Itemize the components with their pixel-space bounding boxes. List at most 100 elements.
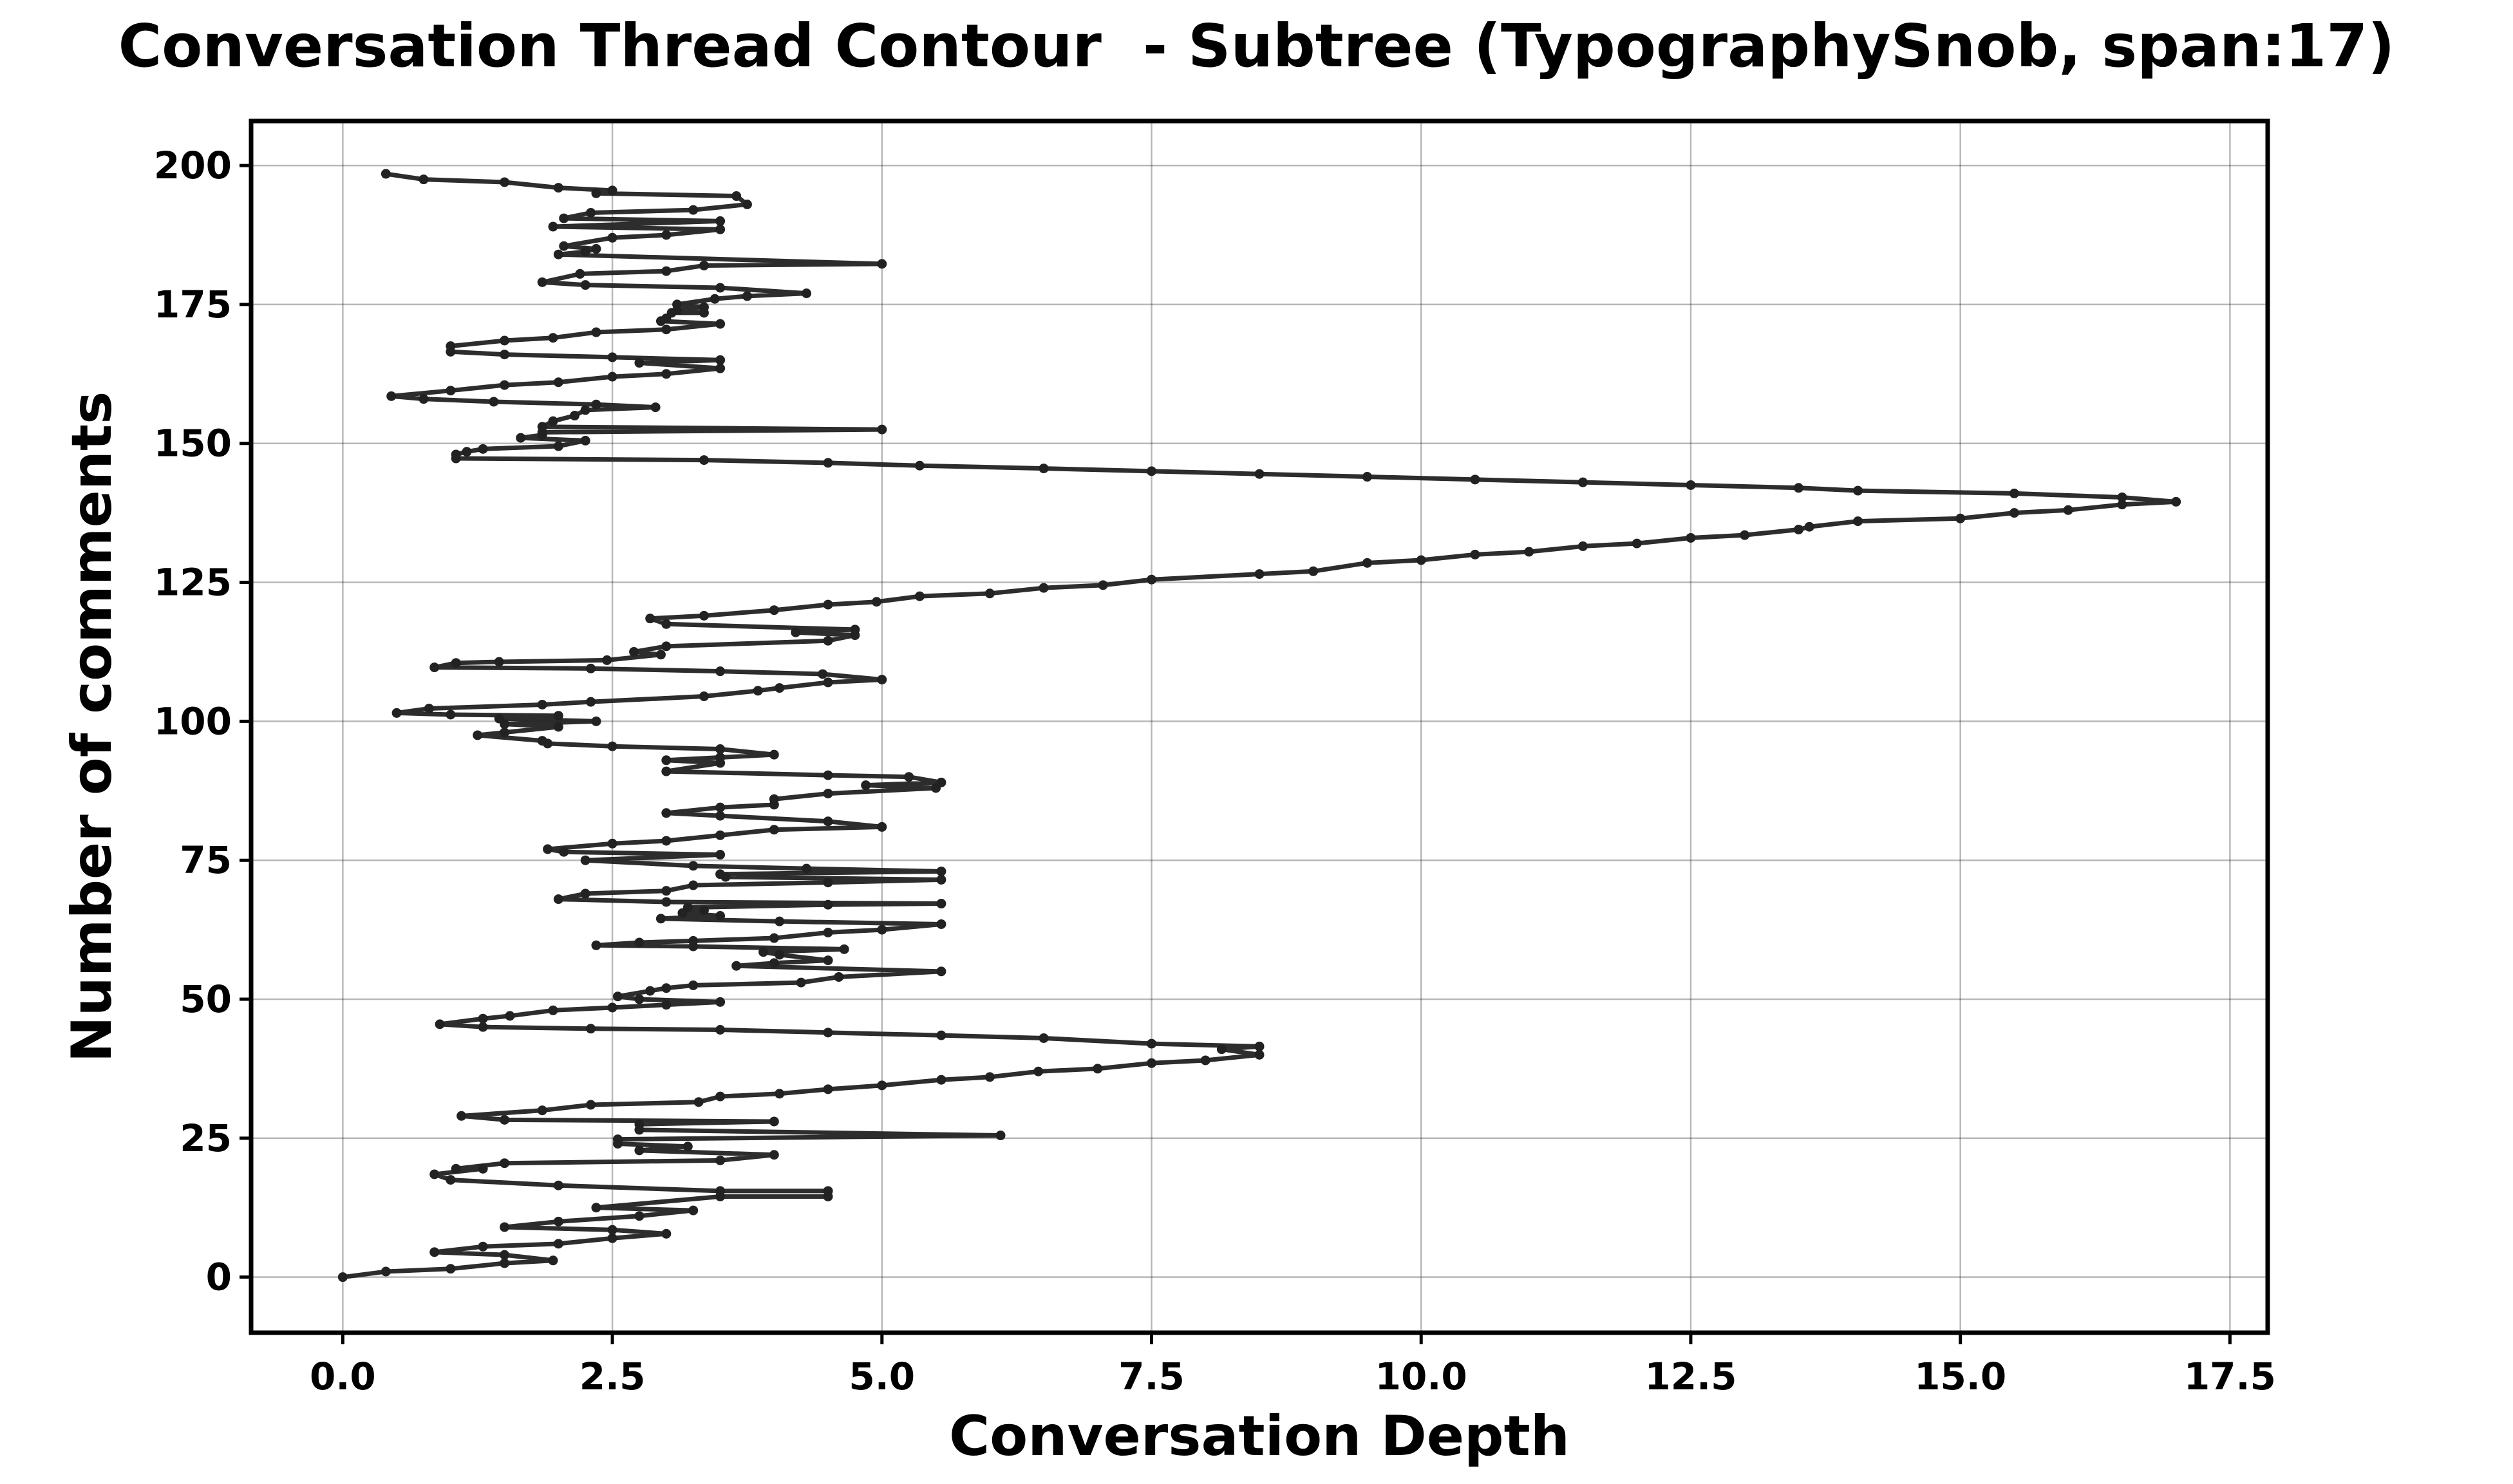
data-point	[1147, 1058, 1157, 1068]
axis-ticks: 0.0 2.5 5.0 7.5 10.0 12.5 15.0 17.5 0 25 50 75 100 12…	[154, 144, 2276, 1398]
data-point	[688, 205, 699, 215]
data-point	[580, 405, 590, 415]
data-point	[602, 655, 612, 665]
data-point	[489, 397, 499, 407]
data-point	[634, 937, 645, 948]
x-tick-label: 0.0	[310, 1355, 376, 1398]
y-tick-label: 75	[180, 838, 232, 882]
data-point	[1793, 525, 1803, 535]
data-point	[914, 460, 925, 471]
data-point	[661, 369, 672, 379]
y-tick-label: 0	[206, 1255, 232, 1299]
data-point	[823, 789, 833, 799]
data-point	[715, 744, 726, 755]
data-point	[1686, 532, 1696, 543]
data-point	[419, 174, 429, 185]
data-point	[936, 919, 946, 929]
data-point	[839, 944, 849, 954]
data-point	[586, 1024, 596, 1034]
data-point	[823, 878, 833, 888]
data-point	[451, 658, 461, 668]
data-point	[1955, 513, 1966, 523]
data-point	[936, 899, 946, 909]
data-point	[553, 1180, 563, 1190]
data-point	[688, 980, 699, 990]
data-point	[580, 280, 590, 290]
data-point	[1470, 474, 1480, 485]
data-point	[661, 897, 672, 907]
data-point	[645, 986, 655, 996]
y-tick-label: 50	[180, 977, 232, 1021]
data-point	[634, 994, 645, 1004]
data-point	[1039, 583, 1049, 593]
data-point	[500, 350, 510, 360]
data-point	[548, 333, 558, 343]
data-point	[591, 188, 601, 198]
data-point	[548, 221, 558, 232]
series-line	[340, 171, 2179, 1280]
data-point	[861, 780, 871, 791]
y-axis-label: Number of comments	[60, 391, 124, 1063]
data-point	[661, 755, 672, 765]
chart-title: Conversation Thread Contour - Subtree (T…	[118, 12, 2395, 80]
data-point	[1200, 1055, 1210, 1066]
data-point	[715, 811, 726, 821]
data-point	[655, 914, 666, 924]
data-point	[661, 619, 672, 629]
data-point	[715, 666, 726, 677]
data-point	[429, 1169, 440, 1179]
data-point	[715, 830, 726, 840]
data-point	[715, 363, 726, 373]
grid-lines	[251, 121, 2268, 1333]
data-point	[537, 1105, 547, 1116]
data-point	[1853, 485, 1863, 496]
data-point	[1147, 1038, 1157, 1049]
data-point	[823, 927, 833, 937]
plot-area-frame	[249, 118, 2270, 1335]
data-point	[607, 232, 617, 243]
data-point	[612, 991, 623, 1002]
data-point	[823, 1028, 833, 1038]
data-point	[537, 699, 547, 709]
data-point	[877, 1080, 887, 1091]
data-point	[1308, 566, 1319, 576]
data-point	[1470, 549, 1480, 559]
data-point	[381, 169, 391, 179]
data-point	[337, 1272, 348, 1282]
data-point	[699, 302, 709, 312]
data-point	[553, 711, 563, 721]
data-point	[446, 341, 456, 352]
data-point	[537, 736, 547, 746]
data-point	[661, 641, 672, 652]
data-point	[791, 627, 801, 637]
data-point	[494, 657, 504, 667]
data-point	[731, 191, 742, 202]
data-point	[500, 380, 510, 390]
data-point	[823, 458, 833, 468]
data-point	[710, 294, 720, 304]
data-point	[386, 391, 397, 401]
y-tick-label: 25	[180, 1116, 232, 1160]
data-point	[1254, 469, 1265, 479]
data-point	[548, 1005, 558, 1015]
data-point	[699, 691, 709, 702]
data-point	[462, 447, 472, 457]
data-point	[500, 1222, 510, 1232]
data-point	[1039, 464, 1049, 474]
y-tick-label: 175	[154, 283, 232, 326]
data-point	[591, 1203, 601, 1213]
data-point	[1416, 555, 1426, 565]
data-point	[505, 1011, 515, 1021]
data-point	[715, 752, 726, 762]
data-point	[612, 1134, 623, 1145]
data-point	[742, 199, 752, 209]
data-point	[715, 1155, 726, 1165]
data-point	[591, 940, 601, 950]
data-point	[802, 288, 812, 299]
data-point	[715, 850, 726, 860]
data-point	[936, 874, 946, 885]
data-point	[586, 207, 596, 218]
data-point	[569, 411, 579, 421]
data-point	[580, 855, 590, 865]
data-point	[984, 588, 995, 599]
